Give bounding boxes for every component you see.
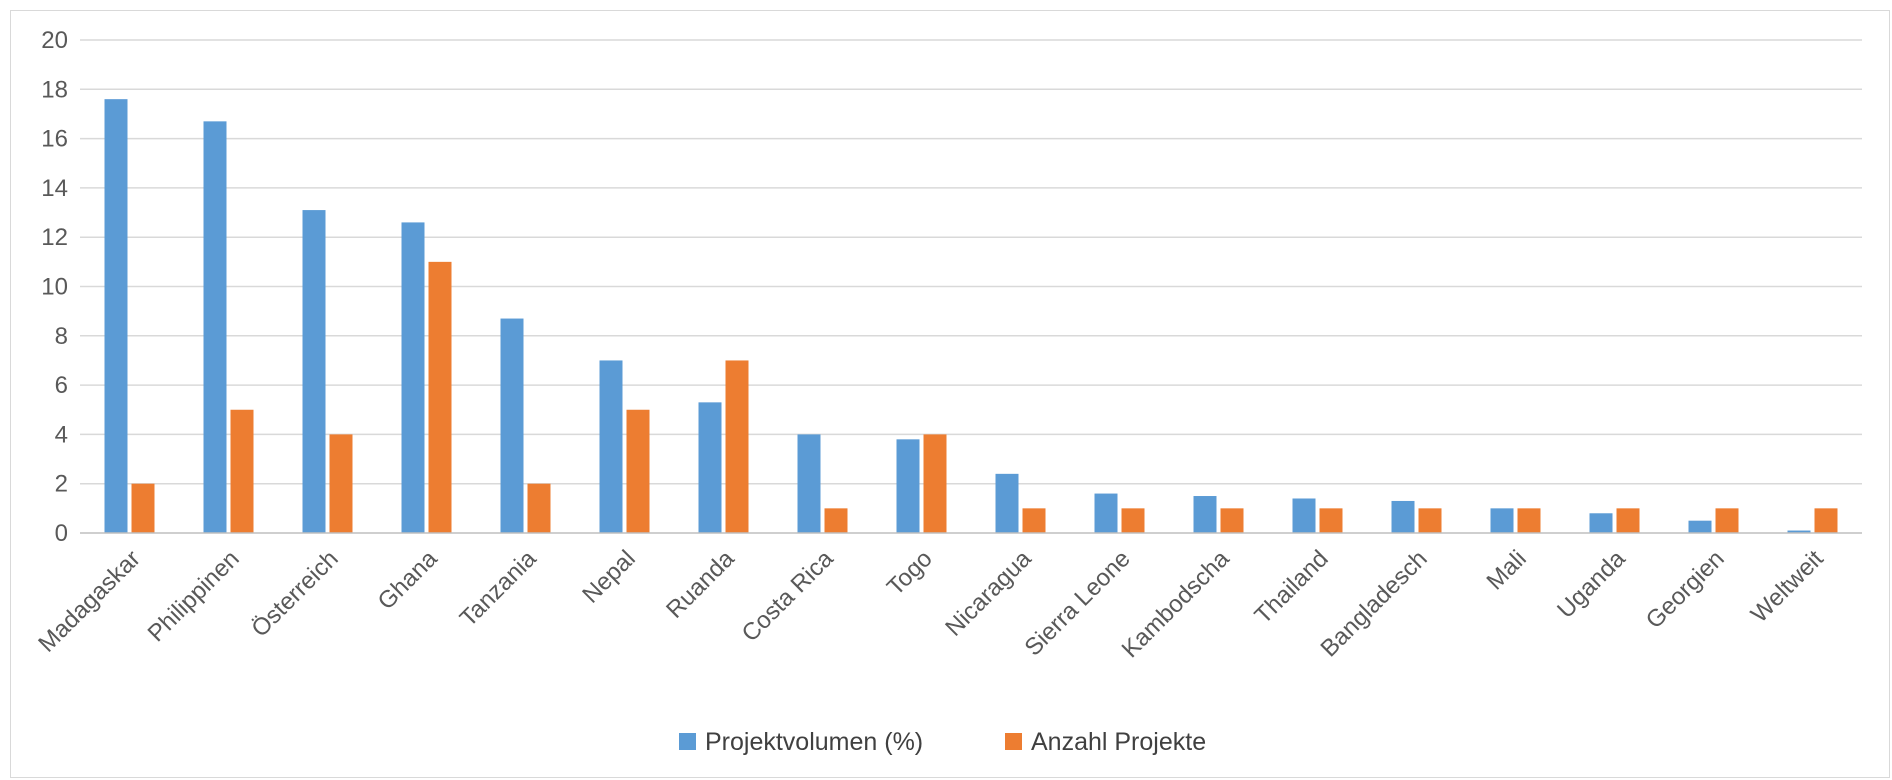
y-tick-label: 0 (55, 520, 68, 547)
x-category-label: Kambodscha (1117, 545, 1236, 664)
legend: Projektvolumen (%) Anzahl Projekte (679, 728, 1206, 756)
bar-projektvolumen (599, 360, 623, 533)
x-category-label: Thailand (1250, 545, 1334, 629)
bar-projektvolumen (203, 121, 227, 533)
bar-projektvolumen (698, 402, 722, 533)
x-category-label: Nepal (577, 545, 640, 608)
x-category-label: Costa Rica (737, 545, 840, 648)
x-category-label: Togo (882, 545, 938, 601)
x-category-label: Tanzania (455, 545, 542, 632)
x-category-label: Nicaragua (940, 545, 1037, 642)
bar-anzahl-projekte (1517, 508, 1541, 533)
bar-anzahl-projekte (1121, 508, 1145, 533)
bar-projektvolumen (1688, 520, 1712, 533)
bar-projektvolumen (995, 473, 1019, 533)
bar-projektvolumen (500, 318, 524, 533)
bar-anzahl-projekte (1319, 508, 1343, 533)
bar-anzahl-projekte (626, 409, 650, 533)
bar-anzahl-projekte (428, 261, 452, 533)
bar-projektvolumen (1787, 530, 1811, 533)
bar-projektvolumen (1490, 508, 1514, 533)
legend-label: Projektvolumen (%) (705, 728, 923, 756)
y-tick-label: 2 (55, 471, 68, 498)
bar-projektvolumen (896, 439, 920, 533)
y-tick-label: 18 (41, 76, 68, 103)
bar-anzahl-projekte (527, 483, 551, 533)
bar-anzahl-projekte (1418, 508, 1442, 533)
bar-projektvolumen (302, 210, 326, 533)
bar-anzahl-projekte (1715, 508, 1739, 533)
y-tick-label: 8 (55, 323, 68, 350)
y-tick-label: 16 (41, 126, 68, 153)
x-category-label: Madagaskar (33, 545, 145, 657)
bar-projektvolumen (1589, 513, 1613, 533)
bar-anzahl-projekte (1814, 508, 1838, 533)
bar-anzahl-projekte (1616, 508, 1640, 533)
bar-anzahl-projekte (230, 409, 254, 533)
x-category-label: Österreich (246, 545, 343, 642)
bar-projektvolumen (1292, 498, 1316, 533)
bar-anzahl-projekte (1022, 508, 1046, 533)
x-category-label: Uganda (1552, 545, 1631, 624)
bar-anzahl-projekte (131, 483, 155, 533)
y-tick-label: 20 (41, 27, 68, 54)
bar-anzahl-projekte (329, 434, 353, 533)
x-category-label: Weltweit (1746, 545, 1829, 628)
bar-anzahl-projekte (923, 434, 947, 533)
y-tick-label: 14 (41, 175, 68, 202)
legend-swatch (679, 733, 696, 750)
x-category-label: Philippinen (143, 545, 245, 647)
y-tick-label: 12 (41, 224, 68, 251)
x-category-label: Ruanda (661, 545, 740, 624)
x-category-label: Georgien (1641, 545, 1730, 634)
y-axis-ticks: 0 2 4 6 8 10 12 14 16 18 20 (41, 27, 68, 547)
x-category-label: Bangladesch (1316, 545, 1433, 662)
bar-projektvolumen (797, 434, 821, 533)
y-tick-label: 10 (41, 274, 68, 301)
y-tick-label: 6 (55, 372, 68, 399)
x-category-label: Ghana (373, 545, 444, 616)
legend-label: Anzahl Projekte (1031, 728, 1206, 756)
grid-lines (80, 39, 1862, 485)
bar-projektvolumen (1094, 493, 1118, 533)
bar-projektvolumen (104, 99, 128, 533)
legend-swatch (1005, 733, 1022, 750)
x-category-label: Mali (1482, 545, 1532, 595)
bars (104, 99, 1838, 533)
bar-anzahl-projekte (1220, 508, 1244, 533)
y-tick-label: 4 (55, 421, 68, 448)
bar-anzahl-projekte (824, 508, 848, 533)
bar-projektvolumen (401, 222, 425, 533)
bar-projektvolumen (1193, 496, 1217, 533)
bar-projektvolumen (1391, 500, 1415, 533)
bar-anzahl-projekte (725, 360, 749, 533)
